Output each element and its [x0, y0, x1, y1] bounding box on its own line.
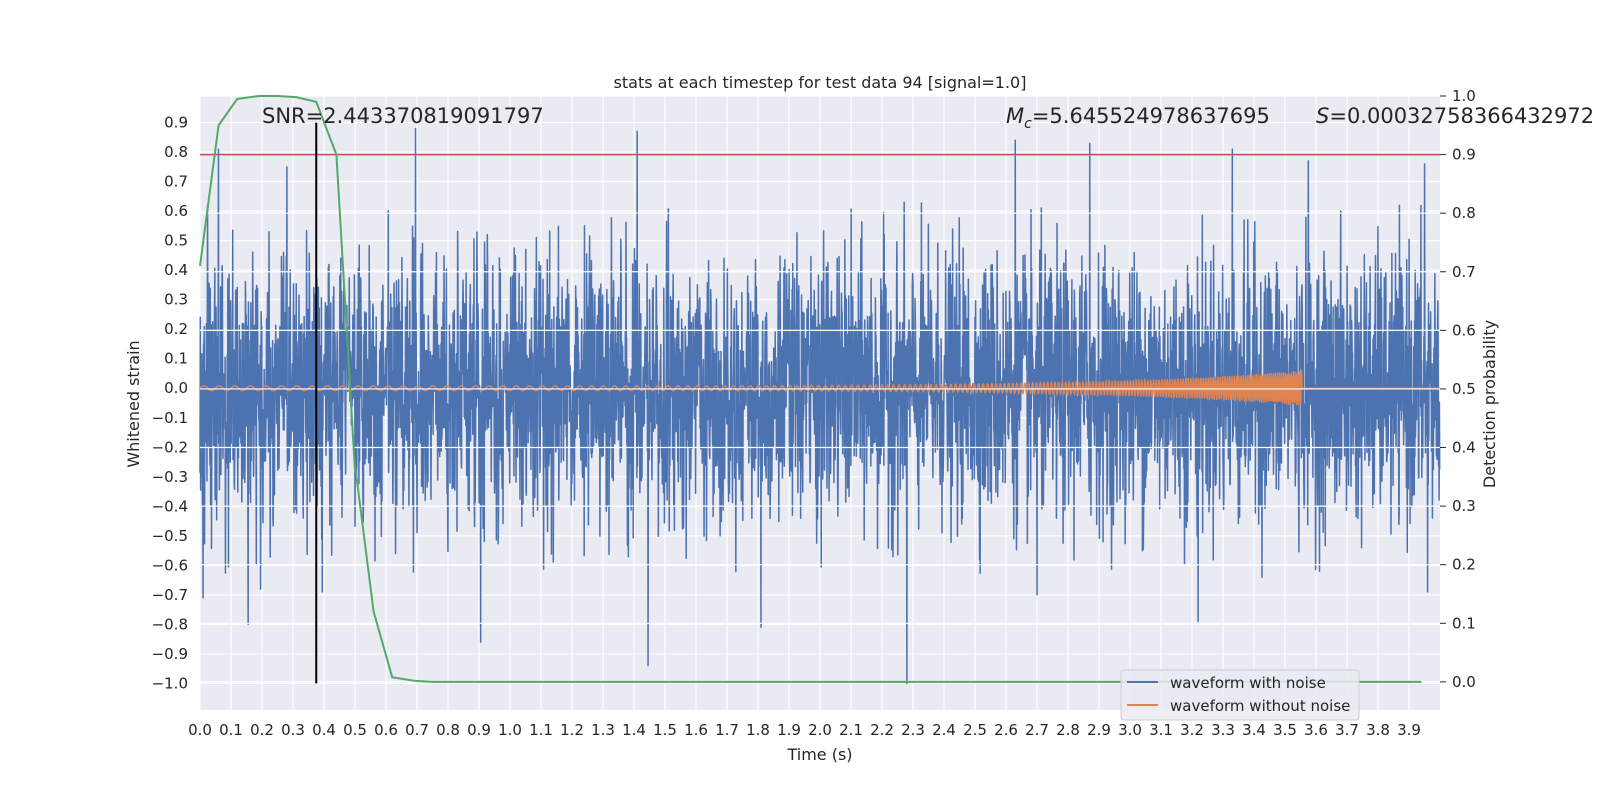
x-tick-label: 3.6: [1304, 721, 1328, 739]
y-tick-label: −0.5: [152, 527, 188, 545]
x-tick-label: 3.8: [1366, 721, 1390, 739]
x-tick-label: 1.2: [560, 721, 584, 739]
y-tick-label: 0.4: [164, 261, 188, 279]
x-tick-label: 0.8: [436, 721, 460, 739]
clean-waveform-line: [199, 370, 1440, 406]
series-waveform-without-noise: [199, 370, 1440, 406]
y2-tick-label: 0.8: [1452, 204, 1476, 222]
x-tick-label: 0.3: [281, 721, 305, 739]
y-tick-label: −0.8: [152, 615, 188, 633]
y-tick-label: −0.3: [152, 468, 188, 486]
y-tick-label: 0.3: [164, 291, 188, 309]
x-tick-label: 1.5: [653, 721, 677, 739]
y-tick-label: −0.1: [152, 409, 188, 427]
x-tick-label: 2.6: [994, 721, 1018, 739]
x-axis-label: Time (s): [786, 745, 852, 764]
x-tick-label: 0.1: [219, 721, 243, 739]
x-tick-label: 1.7: [715, 721, 739, 739]
y-tick-label: −0.7: [152, 586, 188, 604]
x-tick-label: 0.0: [188, 721, 212, 739]
x-tick-label: 2.9: [1087, 721, 1111, 739]
x-tick-label: 0.4: [312, 721, 336, 739]
legend-box: [1120, 669, 1360, 721]
y-tick-label: 0.0: [164, 379, 188, 397]
y-tick-label: −1.0: [152, 674, 188, 692]
y2-tick-label: 0.3: [1452, 497, 1476, 515]
x-tick-label: 0.7: [405, 721, 429, 739]
x-tick-label: 2.3: [901, 721, 925, 739]
y-tick-label: −0.4: [152, 497, 188, 515]
x-tick-label: 2.4: [932, 721, 956, 739]
y-tick-label: −0.9: [152, 645, 188, 663]
x-tick-label: 3.4: [1242, 721, 1266, 739]
x-tick-label: 3.7: [1335, 721, 1359, 739]
y-tick-label: 0.8: [164, 143, 188, 161]
x-tick-label: 3.3: [1211, 721, 1235, 739]
score-value: =0.00032758366432972: [1329, 104, 1594, 128]
right-y-axis-ticks: 1.0 0.9 0.8 0.7 0.6 0.5 0.4 0.3 0.2 0.1 0.0: [1440, 87, 1476, 691]
left-y-axis-ticks: 0.9 0.8 0.7 0.6 0.5 0.4 0.3 0.2 0.1 0.0 −0.1 −0.2 −0…: [152, 114, 188, 693]
y2-tick-label: 0.7: [1452, 263, 1476, 281]
chart-title: stats at each timestep for test data 94 …: [614, 73, 1027, 92]
legend-label-clean: waveform without noise: [1170, 697, 1350, 715]
legend-label-noise: waveform with noise: [1170, 674, 1326, 692]
x-tick-label: 1.1: [529, 721, 553, 739]
series-detection-probability: [199, 95, 1422, 683]
x-tick-label: 2.1: [839, 721, 863, 739]
y2-tick-label: 0.5: [1452, 380, 1476, 398]
x-tick-label: 1.0: [498, 721, 522, 739]
y2-tick-label: 0.0: [1452, 673, 1476, 691]
score-annotation: S=0.00032758366432972: [1316, 104, 1594, 128]
x-tick-label: 3.1: [1149, 721, 1173, 739]
chirp-mass-value: =5.645524978637695: [1032, 104, 1270, 128]
y2-tick-label: 0.6: [1452, 321, 1476, 339]
y-tick-label: 0.7: [164, 173, 188, 191]
right-axis-gridlines: [200, 95, 1440, 683]
x-tick-label: 1.8: [746, 721, 770, 739]
series-waveform-with-noise: [199, 127, 1441, 685]
chirp-mass-symbol: M: [1006, 104, 1024, 128]
x-tick-label: 1.3: [591, 721, 615, 739]
x-tick-label: 3.2: [1180, 721, 1204, 739]
y-tick-label: 0.6: [164, 202, 188, 220]
x-tick-label: 0.6: [374, 721, 398, 739]
score-symbol: S: [1316, 104, 1329, 128]
x-tick-label: 0.9: [467, 721, 491, 739]
x-tick-label: 3.5: [1273, 721, 1297, 739]
right-y-axis-label: Detection probability: [1480, 320, 1499, 488]
x-tick-label: 0.5: [343, 721, 367, 739]
x-tick-label: 1.6: [684, 721, 708, 739]
noise-waveform-line: [199, 127, 1441, 685]
y-tick-label: 0.9: [164, 114, 188, 132]
chirp-mass-annotation: Mc=5.645524978637695: [1006, 104, 1270, 132]
y-tick-label: 0.2: [164, 320, 188, 338]
x-tick-label: 2.0: [808, 721, 832, 739]
chirp-mass-subscript: c: [1024, 116, 1032, 132]
y2-tick-label: 0.9: [1452, 146, 1476, 164]
y-axis-label: Whitened strain: [124, 340, 143, 467]
x-tick-label: 2.5: [963, 721, 987, 739]
snr-annotation: SNR=2.443370819091797: [262, 104, 544, 128]
x-axis-ticks: 0.0 0.1 0.2 0.3 0.4 0.5 0.6 0.7 0.8 0.9 1.0 1.1 1.2 1…: [188, 721, 1421, 739]
x-tick-label: 3.0: [1118, 721, 1142, 739]
y-tick-label: 0.1: [164, 350, 188, 368]
y2-tick-label: 1.0: [1452, 87, 1476, 105]
probability-line: [199, 95, 1422, 683]
x-tick-label: 0.2: [250, 721, 274, 739]
y-tick-label: 0.5: [164, 232, 188, 250]
y2-tick-label: 0.4: [1452, 439, 1476, 457]
y-tick-label: −0.2: [152, 438, 188, 456]
x-tick-label: 1.4: [622, 721, 646, 739]
x-tick-label: 2.2: [870, 721, 894, 739]
legend: waveform with noise waveform without noi…: [1120, 669, 1360, 721]
x-tick-label: 1.9: [777, 721, 801, 739]
x-tick-label: 3.9: [1397, 721, 1421, 739]
y2-tick-label: 0.2: [1452, 556, 1476, 574]
x-tick-label: 2.7: [1025, 721, 1049, 739]
y2-tick-label: 0.1: [1452, 614, 1476, 632]
x-tick-label: 2.8: [1056, 721, 1080, 739]
y-tick-label: −0.6: [152, 556, 188, 574]
